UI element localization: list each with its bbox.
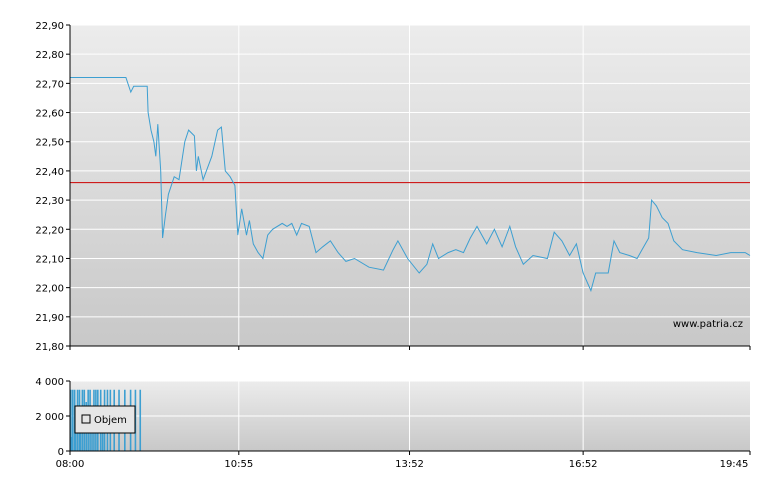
price-y-tick-label: 22,70 [35,79,64,90]
x-tick-label: 19:45 [720,459,749,470]
price-y-tick-label: 22,80 [35,50,64,61]
volume-legend: Objem [74,405,136,434]
volume-y-tick-label: 2 000 [35,412,64,423]
price-y-tick-label: 22,60 [35,109,64,120]
price-y-tick-label: 22,50 [35,138,64,149]
x-tick-label: 10:55 [224,459,253,470]
price-y-tick-label: 22,00 [35,284,64,295]
x-tick-label: 13:52 [395,459,424,470]
price-y-tick-label: 22,20 [35,225,64,236]
volume-y-tick-label: 0 [58,447,64,458]
price-y-tick-label: 22,30 [35,196,64,207]
price-panel: 21,80 21,90 22,00 22,10 22,20 22,30 22,40 22,50… [35,21,751,353]
price-y-axis: 21,80 21,90 22,00 22,10 22,20 22,30 22,40 22,50… [35,21,70,353]
volume-bar [139,389,142,451]
price-y-tick-label: 21,80 [35,342,64,353]
price-y-tick-label: 22,10 [35,254,64,265]
x-tick-label: 16:52 [569,459,598,470]
price-x-tick-marks [69,346,751,350]
volume-bar [71,389,74,451]
volume-y-tick-label: 4 000 [35,377,64,388]
legend-label: Objem [94,415,127,426]
volume-bar [70,437,73,451]
volume-panel: 0 2 000 4 000 08:00 10:55 13:52 16:52 19:45 Ob… [35,377,751,470]
legend-swatch [81,414,91,424]
price-y-tick-label: 22,90 [35,21,64,32]
volume-y-axis: 0 2 000 4 000 [35,377,70,458]
price-y-tick-label: 21,90 [35,313,64,324]
price-grid [70,24,750,346]
volume-x-axis: 08:00 10:55 13:52 16:52 19:45 [56,451,751,470]
volume-bar [91,430,93,451]
volume-bar [79,424,82,451]
volume-grid [70,380,750,451]
watermark-label: www.patria.cz [673,319,743,330]
x-tick-label: 08:00 [56,459,85,470]
volume-bar [70,389,72,451]
price-series-line [70,77,751,293]
price-y-tick-label: 22,40 [35,167,64,178]
